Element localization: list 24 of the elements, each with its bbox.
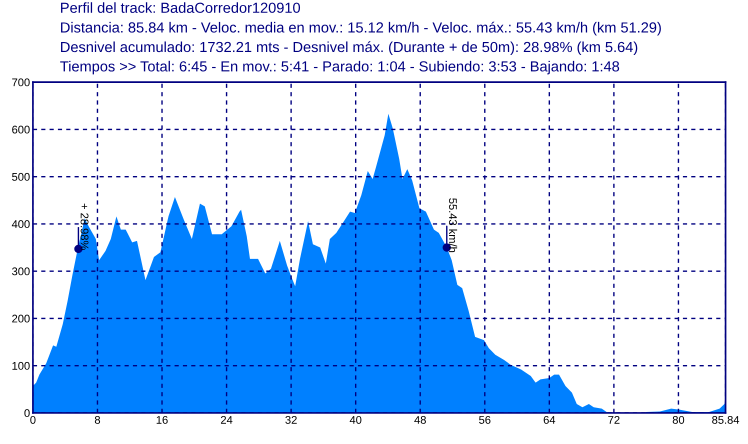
x-tick-label: 8 [94, 416, 100, 424]
chart-subtitle: Distancia: 85.84 km - Veloc. media en mov.: 15.12 km/h - Veloc. máx.: 55.43 km/h (km 51.29) Desnivel acumulado: 1732.21 mts - Desnivel máx. (Durante + de 50m): 28.98% (km 5.64) Tiempos >> Total: 6:45 - En mov.: 5:41 - Parado: 1:04 - Subiendo: 3:53 - Bajando: 1:48 [60, 22, 661, 74]
x-tick-label: 85.84 [712, 416, 740, 424]
y-tick-label: 100 [12, 362, 30, 370]
y-tick-label: 600 [12, 126, 30, 134]
x-tick-label: 32 [285, 416, 297, 424]
x-tick-label: 16 [156, 416, 168, 424]
x-tick-label: 48 [414, 416, 426, 424]
y-tick-label: 700 [12, 78, 30, 86]
chart-title: Perfil del track: BadaCorredor120910 [61, 2, 300, 13]
x-tick-label: 72 [608, 416, 620, 424]
x-tick-label: 24 [220, 416, 232, 424]
x-tick-label: 80 [672, 416, 684, 424]
y-tick-label: 0 [24, 409, 30, 418]
y-tick-label: 300 [12, 267, 30, 276]
x-tick-label: 64 [544, 416, 556, 424]
x-tick-label: 40 [350, 416, 362, 424]
y-tick-label: 400 [12, 220, 30, 228]
annotation: 55.43 km/h [448, 198, 458, 252]
annotation: + 28.98% [80, 204, 88, 250]
y-tick-label: 200 [12, 314, 30, 323]
x-tick-label: 56 [479, 416, 490, 424]
y-tick-label: 500 [12, 172, 30, 181]
x-tick-label: 0 [30, 416, 36, 424]
